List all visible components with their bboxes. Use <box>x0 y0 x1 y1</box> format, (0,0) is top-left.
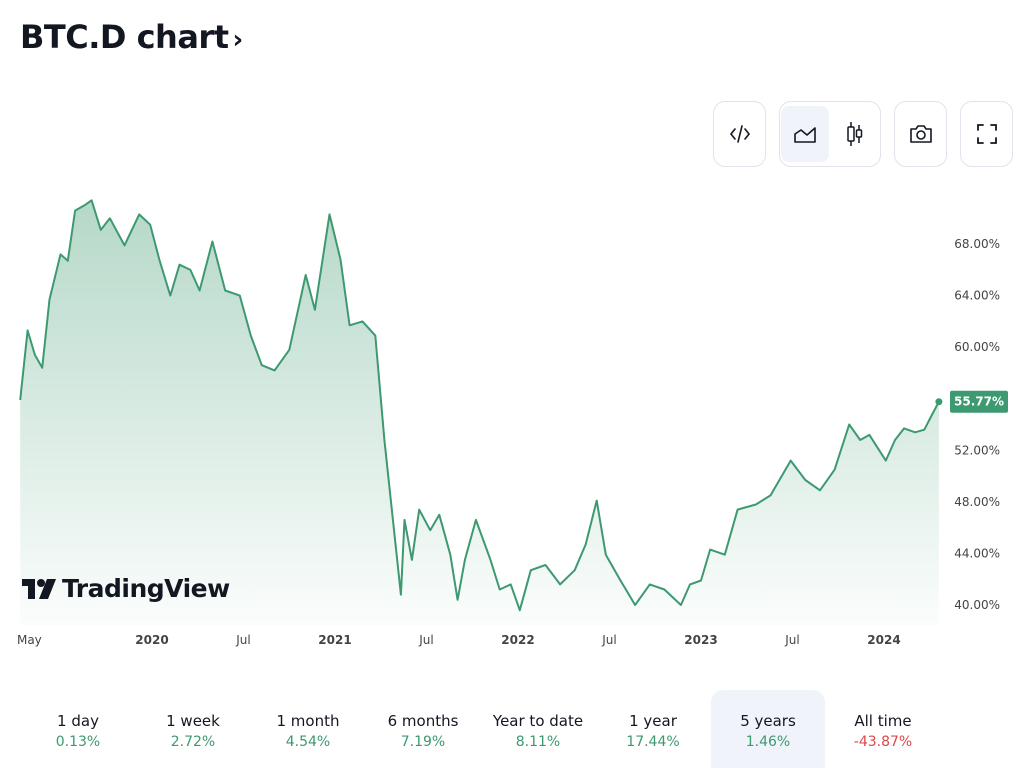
page-title[interactable]: BTC.D chart › <box>20 18 243 56</box>
period-1-week[interactable]: 1 week 2.72% <box>136 690 250 768</box>
symbol-title: BTC.D chart <box>20 18 229 56</box>
period-label: 1 week <box>166 712 220 730</box>
embed-button[interactable] <box>716 106 764 162</box>
period-change: 0.13% <box>55 734 101 750</box>
x-tick-label: Jul <box>784 633 799 647</box>
y-tick-label: 40.00% <box>954 598 1000 612</box>
y-tick-label: 44.00% <box>954 546 1000 560</box>
x-tick-label: 2024 <box>867 633 900 647</box>
x-tick-label: 2021 <box>318 633 351 647</box>
screenshot-group <box>894 101 947 167</box>
x-tick-label: 2022 <box>501 633 534 647</box>
screenshot-button[interactable] <box>897 106 945 162</box>
candlestick-icon <box>847 122 863 146</box>
fullscreen-icon <box>976 124 997 144</box>
y-tick-label: 48.00% <box>954 495 1000 509</box>
period-change: 2.72% <box>170 734 216 750</box>
period-change: 1.46% <box>745 734 791 750</box>
period-label: 1 year <box>629 712 677 730</box>
price-chart[interactable]: 40.00% 44.00% 48.00% 52.00% 60.00% 64.00% 68.0… <box>0 0 1024 690</box>
y-tick-label: 60.00% <box>954 340 1000 354</box>
period-5-years[interactable]: 5 years 1.46% <box>711 690 825 768</box>
candles-chart-button[interactable] <box>831 106 879 162</box>
area-chart-icon <box>794 127 816 143</box>
period-label: 6 months <box>387 712 459 730</box>
x-tick-label: 2023 <box>684 633 717 647</box>
y-tick-label: 68.00% <box>954 237 1000 251</box>
period-label: 5 years <box>740 712 796 730</box>
period-6-months[interactable]: 6 months 7.19% <box>366 690 480 768</box>
period-all-time[interactable]: All time -43.87% <box>826 690 940 768</box>
logo-text: TradingView <box>62 574 230 603</box>
chevron-right-icon: › <box>232 25 243 55</box>
period-change: 8.11% <box>515 734 561 750</box>
last-value-tag: 55.77% <box>950 390 1008 413</box>
x-tick-label: Jul <box>418 633 433 647</box>
period-change: 7.19% <box>400 734 446 750</box>
period-label: 1 month <box>276 712 340 730</box>
period-1-year[interactable]: 1 year 17.44% <box>596 690 710 768</box>
y-tick-label: 64.00% <box>954 289 1000 303</box>
period-change: 17.44% <box>626 734 680 750</box>
chart-style-group <box>779 101 881 167</box>
tradingview-logo[interactable]: TradingView <box>22 574 230 603</box>
camera-icon <box>909 125 932 143</box>
period-change: 4.54% <box>285 734 331 750</box>
period-1-day[interactable]: 1 day 0.13% <box>21 690 135 768</box>
code-icon <box>729 125 750 143</box>
last-value-label: 55.77% <box>954 395 1004 409</box>
area-chart-button[interactable] <box>781 106 829 162</box>
x-tick-label: May <box>17 633 42 647</box>
x-tick-label: Jul <box>601 633 616 647</box>
tradingview-logo-icon <box>22 578 56 599</box>
x-tick-label: Jul <box>235 633 250 647</box>
y-tick-label: 52.00% <box>954 443 1000 457</box>
x-tick-label: 2020 <box>135 633 168 647</box>
period-year-to-date[interactable]: Year to date 8.11% <box>481 690 595 768</box>
period-change: -43.87% <box>853 734 913 750</box>
last-value-dot <box>935 398 943 406</box>
period-label: All time <box>854 712 912 730</box>
period-label: Year to date <box>492 712 584 730</box>
fullscreen-group <box>960 101 1013 167</box>
series-line <box>19 199 940 612</box>
embed-group <box>713 101 766 167</box>
period-selector: 1 day 0.13% 1 week 2.72% 1 month 4.54% 6 month… <box>0 690 1024 768</box>
fullscreen-button[interactable] <box>963 106 1011 162</box>
area-fill <box>20 200 939 626</box>
period-1-month[interactable]: 1 month 4.54% <box>251 690 365 768</box>
period-label: 1 day <box>57 712 99 730</box>
